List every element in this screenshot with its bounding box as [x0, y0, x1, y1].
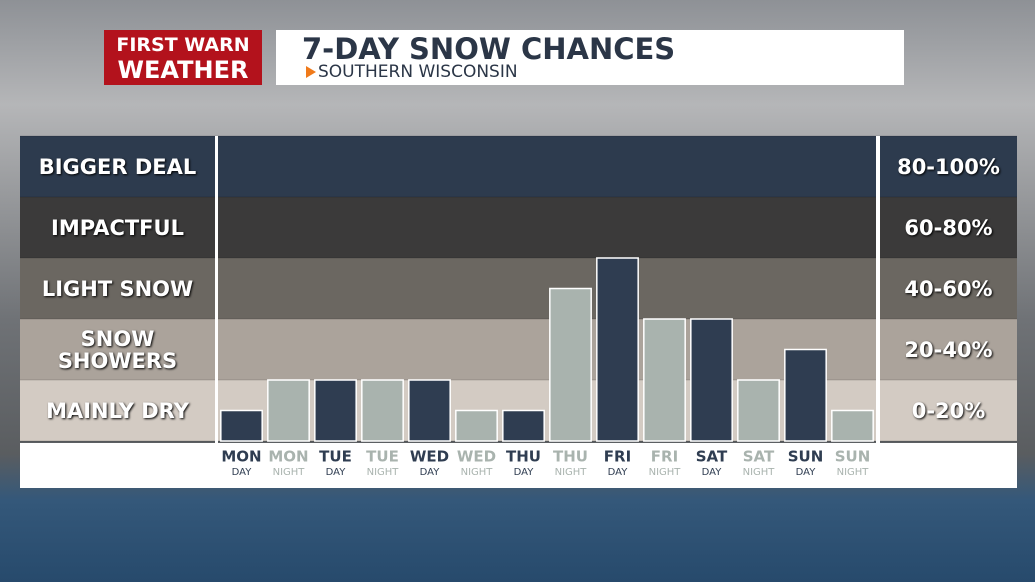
bar — [455, 409, 498, 442]
band-label: LIGHT SNOW — [41, 276, 194, 301]
x-tick-label: SUN — [788, 448, 824, 466]
bar — [784, 348, 827, 442]
x-tick-label: MON — [268, 448, 308, 466]
band-label: IMPACTFUL — [51, 215, 184, 240]
band — [20, 258, 1017, 319]
x-tick-label: THU — [506, 448, 541, 466]
x-tick-label: SAT — [696, 448, 728, 466]
x-tick-period: DAY — [326, 467, 347, 478]
logo-line2: WEATHER — [117, 56, 249, 84]
x-tick-period: DAY — [232, 467, 253, 478]
x-tick-period: DAY — [702, 467, 723, 478]
x-tick-period: NIGHT — [743, 467, 776, 478]
x-tick-label: FRI — [651, 448, 678, 466]
bar — [267, 379, 310, 442]
x-tick-period: NIGHT — [555, 467, 588, 478]
band — [20, 136, 1017, 197]
bar — [643, 318, 686, 442]
bar — [220, 409, 263, 442]
separator — [876, 136, 880, 488]
x-tick-label: WED — [457, 448, 496, 466]
x-tick-label: THU — [553, 448, 588, 466]
x-tick-period: DAY — [514, 467, 535, 478]
bar — [408, 379, 451, 442]
x-tick-period: DAY — [796, 467, 817, 478]
band-label: BIGGER DEAL — [38, 154, 197, 179]
bar — [831, 409, 874, 442]
logo: FIRST WARN WEATHER — [104, 30, 262, 85]
x-tick-label: FRI — [604, 448, 631, 466]
band-label: MAINLY DRY — [46, 398, 189, 423]
bar — [549, 287, 592, 442]
x-tick-period: NIGHT — [649, 467, 682, 478]
x-tick-period: NIGHT — [273, 467, 306, 478]
bar — [690, 318, 733, 442]
chart-title: 7-DAY SNOW CHANCES — [302, 32, 676, 66]
band — [20, 319, 1017, 380]
logo-line1: FIRST WARN — [116, 34, 250, 56]
x-tick-label: WED — [410, 448, 449, 466]
band-range: 0-20% — [911, 398, 986, 423]
bar — [361, 379, 404, 442]
title-box: 7-DAY SNOW CHANCES SOUTHERN WISCONSIN — [276, 30, 904, 85]
bar — [596, 257, 639, 442]
bar — [314, 379, 357, 442]
x-tick-period: DAY — [420, 467, 441, 478]
bar — [737, 379, 780, 442]
x-tick-period: DAY — [608, 467, 629, 478]
bar — [502, 409, 545, 442]
band-range: 40-60% — [904, 276, 993, 301]
band-label: SNOW SHOWERS — [57, 326, 178, 373]
x-tick-period: NIGHT — [461, 467, 494, 478]
category-row — [20, 443, 1017, 488]
x-tick-label: SAT — [743, 448, 775, 466]
x-tick-period: NIGHT — [367, 467, 400, 478]
x-tick-label: SUN — [835, 448, 871, 466]
x-tick-label: TUE — [366, 448, 399, 466]
separator — [215, 136, 218, 488]
subtitle-arrow — [306, 66, 316, 78]
band-range: 20-40% — [904, 337, 993, 362]
band-range: 80-100% — [897, 154, 1000, 179]
band — [20, 197, 1017, 258]
x-tick-label: MON — [221, 448, 261, 466]
band-range: 60-80% — [904, 215, 993, 240]
x-tick-period: NIGHT — [837, 467, 870, 478]
chart-subtitle: SOUTHERN WISCONSIN — [318, 62, 518, 82]
x-tick-label: TUE — [319, 448, 352, 466]
